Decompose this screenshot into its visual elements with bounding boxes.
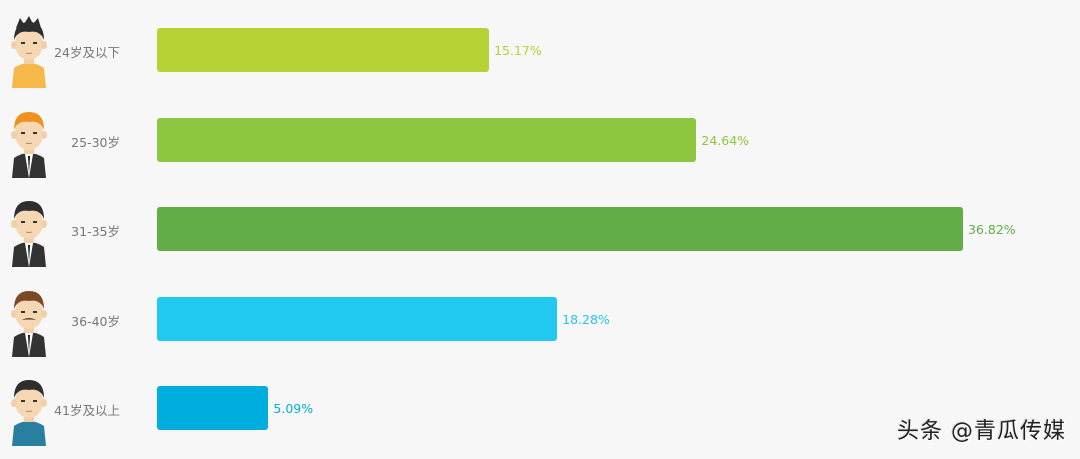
man-orange-hair-suit-icon: [6, 104, 52, 178]
category-label: 36-40岁: [71, 314, 120, 329]
bar: [157, 207, 963, 251]
value-label: 24.64%: [701, 133, 750, 148]
value-label: 5.09%: [273, 401, 314, 416]
man-mustache-suit-icon: [6, 283, 52, 357]
category-label: 31-35岁: [71, 224, 120, 239]
bar: [157, 386, 269, 430]
bar: [157, 297, 558, 341]
watermark: 头条 @青瓜传媒: [897, 419, 1066, 444]
value-label: 36.82%: [968, 222, 1016, 237]
value-label: 18.28%: [562, 312, 610, 327]
man-blue-shirt-icon: [6, 372, 52, 446]
bar: [157, 118, 697, 162]
category-label: 41岁及以上: [54, 403, 120, 418]
boy-spiky-hair-icon: [6, 14, 52, 88]
category-label: 25-30岁: [71, 135, 120, 150]
bar: [157, 28, 490, 72]
man-black-hair-suit-icon: [6, 193, 52, 267]
value-label: 15.17%: [494, 43, 542, 58]
category-label: 24岁及以下: [54, 45, 120, 60]
